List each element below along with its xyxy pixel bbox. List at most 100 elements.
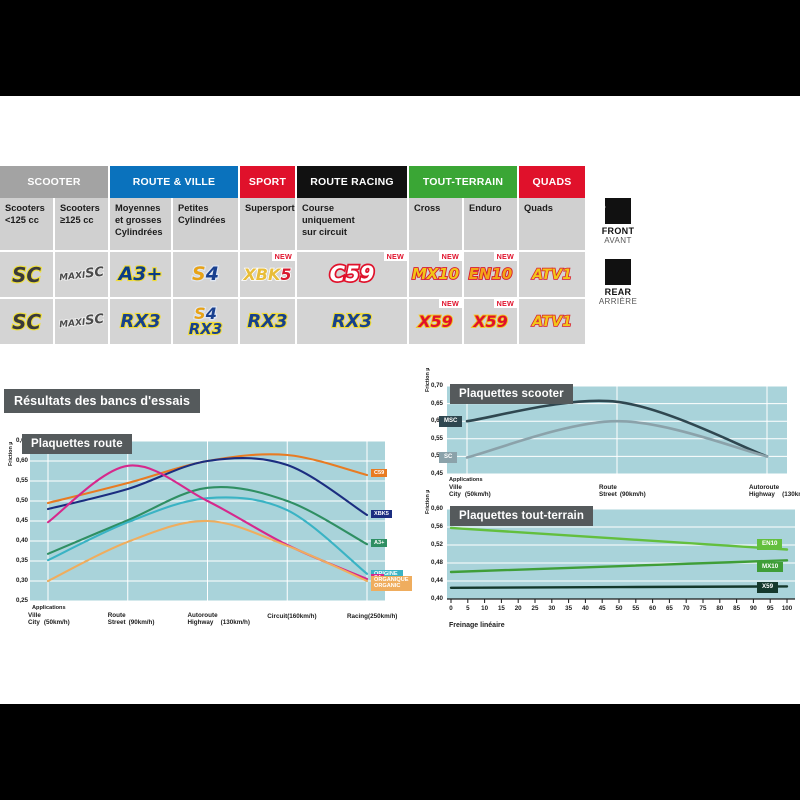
desc-line: Enduro [469,203,502,213]
front-label-en: FRONT [601,226,635,236]
series-line-origine-genuine [46,496,369,575]
x-tick-label: 65 [665,605,673,612]
y-tick-label: 0,65 [430,399,443,407]
front-pad-cell-2[interactable]: A3+ [110,250,173,297]
product-logo-rx3: RX3 [246,310,288,332]
x-category-en: Highway [749,490,775,498]
table-rear-pads-row: SC MAXISC RX3 S4 RX3 RX3 RX3 NEW X59 NEW X59 ATV1 [0,297,585,344]
chart-scooter-applications-label: Applications [449,477,483,483]
y-tick-label: 0,60 [430,417,443,425]
rear-pad-cell-1[interactable]: MAXISC [55,297,110,344]
y-tick-label: 0,50 [15,497,28,504]
x-category-label-4: Racing (250km/h) [347,613,397,620]
x-category-label-0: Ville City (50km/h) [28,612,70,626]
product-logo-s4: S4 [193,304,218,323]
new-badge: NEW [438,299,462,309]
x-category-fr: Racing [347,613,368,620]
x-category-speed: (130km/h) [220,619,250,627]
rear-pad-cell-6[interactable]: NEW X59 [409,297,464,344]
x-tick-label: 90 [749,605,757,612]
product-logo-maxi-sc: MAXISC [58,311,106,331]
rear-pad-cell-7[interactable]: NEW X59 [464,297,519,344]
x-category-speed: (90km/h) [619,491,646,499]
product-logo-x59: X59 [472,311,508,331]
new-badge: NEW [438,252,462,262]
rear-pad-cell-3[interactable]: S4 RX3 [173,297,240,344]
series-line-en10 [449,526,789,551]
product-logo-c59: C59 [328,262,376,286]
x-category-fr: Route [599,484,617,491]
x-tick-label: 0 [449,605,453,612]
rear-pad-cell-4[interactable]: RX3 [240,297,297,344]
series-line-xbk5 [46,457,369,517]
product-logo-mx10: MX10 [411,265,460,283]
chart-tt-title: Plaquettes tout-terrain [450,506,593,526]
product-logo-rx3: RX3 [119,310,161,332]
chart-plaquettes-tout-terrain: Plaquettes tout-terrain Friction µ 0,60 0… [405,490,800,639]
x-category-fr: Route [107,612,126,619]
catalog-sheet: SCOOTER ROUTE & VILLE SPORT ROUTE RACING TOU… [0,96,800,704]
front-pad-cell-1[interactable]: MAXISC [55,250,110,297]
x-tick-label: 85 [733,605,741,612]
x-tick-label: 25 [531,605,539,612]
front-pad-cell-6[interactable]: NEW MX10 [409,250,464,297]
series-label-xbk5: XBK5 [371,510,392,519]
x-tick-label: 45 [598,605,606,612]
x-tick-label: 10 [481,605,489,612]
front-axle-icon [589,198,631,224]
x-category-label-1: Route Street (90km/h) [107,612,155,626]
front-pad-cell-7[interactable]: NEW EN10 [464,250,519,297]
x-category-label-3: Circuit (160km/h) [267,613,316,620]
letterbox-top [0,0,800,96]
desc-line: Moyennes [115,203,161,213]
y-tick-label: 0,65 [2,437,28,444]
front-pad-cell-8[interactable]: ATV1 [519,250,585,297]
chart-route-applications-label: Applications [32,605,66,611]
desc-line: Cylindrées [115,226,163,237]
y-tick-label: 0,70 [430,382,443,389]
series-line-a3- [46,485,369,555]
new-badge: NEW [271,252,295,262]
y-tick-label: 0,52 [430,541,443,548]
y-tick-label: 0,55 [15,477,28,484]
x-category-fr: Ville [28,612,41,619]
rear-label-en: REAR [604,287,632,297]
front-pad-cell-5[interactable]: NEW C59 [297,250,409,297]
series-label-organique-organic: ORGANIQUE ORGANIC [371,576,412,591]
rear-pad-cell-0[interactable]: SC [0,297,55,344]
series-label-x59: X59 [757,581,779,593]
y-tick-label: 0,40 [430,595,443,602]
table-category-description-3: Petites Cylindrées [173,198,240,250]
rear-pad-cell-2[interactable]: RX3 [110,297,173,344]
x-tick-label: 100 [781,605,793,612]
x-tick-label: 35 [565,605,573,612]
rear-pad-cell-8[interactable]: ATV1 [519,297,585,344]
front-pad-cell-0[interactable]: SC [0,250,55,297]
product-logo-sc: SC [11,309,42,334]
y-tick-label: 0,40 [15,537,28,544]
table-header-route-racing: ROUTE RACING [297,166,409,198]
product-logo-x59: X59 [417,311,453,331]
y-tick-label: 0,25 [15,597,28,604]
table-header-row: SCOOTER ROUTE & VILLE SPORT ROUTE RACING TOU… [0,166,585,198]
table-category-description-4: Supersport [240,198,297,250]
front-pad-cell-4[interactable]: NEW XBK5 [240,250,297,297]
front-label-fr: AVANT [604,236,632,245]
letterbox-bottom [0,704,800,800]
front-position-block: FRONT AVANT [588,198,648,245]
x-category-bilingual: Autoroute Highway [749,484,780,498]
x-category-bilingual: Route Street [599,484,617,498]
rear-pad-cell-5[interactable]: RX3 [297,297,409,344]
front-pad-cell-3[interactable]: S4 [173,250,240,297]
x-category-en: City [28,618,40,626]
x-category-bilingual: Route Street [107,612,126,626]
y-tick-label: 0,44 [430,577,443,584]
series-label-msc: MSC [439,416,463,427]
series-label-c59: C59 [371,469,388,478]
x-category-fr: Autoroute [749,484,780,491]
x-category-speed: (250km/h) [368,613,398,620]
product-logo-s4-rx3: S4 RX3 [188,304,224,337]
y-tick-label: 0,35 [15,557,28,564]
y-tick-label: 0,45 [15,517,28,524]
